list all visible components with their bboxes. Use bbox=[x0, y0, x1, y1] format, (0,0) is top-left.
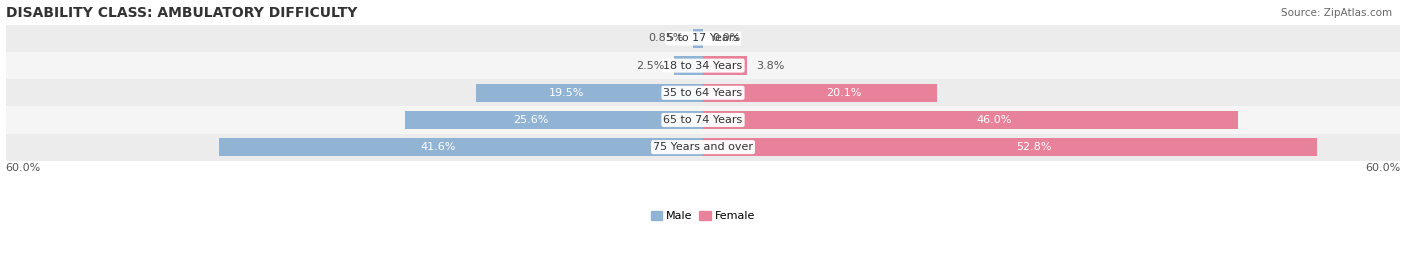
Text: 3.8%: 3.8% bbox=[756, 61, 785, 71]
Bar bbox=[703, 111, 1237, 129]
Bar bbox=[693, 29, 703, 48]
Bar bbox=[405, 111, 703, 129]
Bar bbox=[6, 79, 1400, 106]
Text: 35 to 64 Years: 35 to 64 Years bbox=[664, 88, 742, 98]
Text: 52.8%: 52.8% bbox=[1015, 142, 1052, 152]
Bar bbox=[6, 106, 1400, 133]
Text: 41.6%: 41.6% bbox=[420, 142, 456, 152]
Text: 0.0%: 0.0% bbox=[713, 34, 741, 43]
Text: 19.5%: 19.5% bbox=[548, 88, 583, 98]
Text: 65 to 74 Years: 65 to 74 Years bbox=[664, 115, 742, 125]
Text: Source: ZipAtlas.com: Source: ZipAtlas.com bbox=[1281, 8, 1392, 18]
Text: 2.5%: 2.5% bbox=[637, 61, 665, 71]
Text: 5 to 17 Years: 5 to 17 Years bbox=[666, 34, 740, 43]
Text: 46.0%: 46.0% bbox=[976, 115, 1011, 125]
Legend: Male, Female: Male, Female bbox=[647, 206, 759, 226]
Text: 60.0%: 60.0% bbox=[6, 163, 41, 173]
Text: 60.0%: 60.0% bbox=[1365, 163, 1400, 173]
Bar bbox=[6, 133, 1400, 161]
Text: 25.6%: 25.6% bbox=[513, 115, 548, 125]
Bar bbox=[703, 56, 747, 75]
Text: 75 Years and over: 75 Years and over bbox=[652, 142, 754, 152]
Bar bbox=[703, 84, 936, 102]
Bar bbox=[477, 84, 703, 102]
Text: DISABILITY CLASS: AMBULATORY DIFFICULTY: DISABILITY CLASS: AMBULATORY DIFFICULTY bbox=[6, 6, 357, 20]
Bar bbox=[673, 56, 703, 75]
Bar bbox=[6, 25, 1400, 52]
Text: 0.85%: 0.85% bbox=[648, 34, 683, 43]
Bar bbox=[219, 138, 703, 156]
Text: 18 to 34 Years: 18 to 34 Years bbox=[664, 61, 742, 71]
Bar bbox=[703, 138, 1317, 156]
Bar bbox=[6, 52, 1400, 79]
Text: 20.1%: 20.1% bbox=[825, 88, 860, 98]
